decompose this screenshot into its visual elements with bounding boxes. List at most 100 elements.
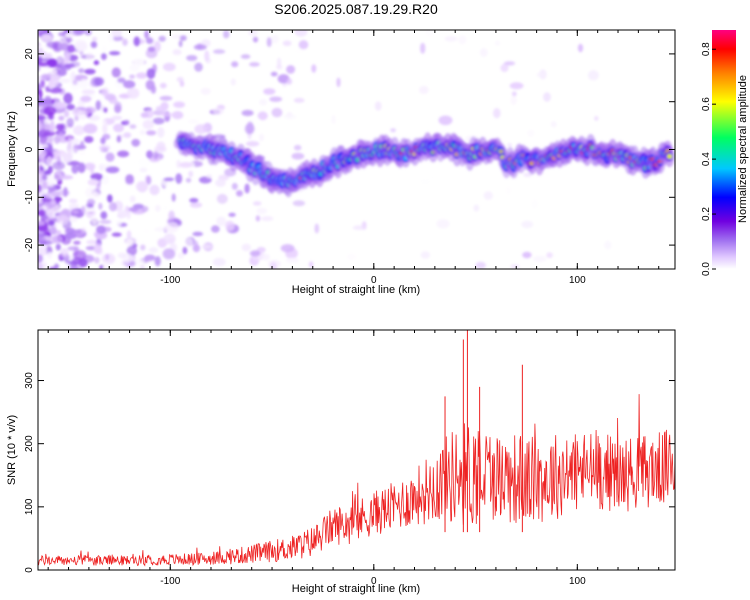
snr-y-tick-label: 0: [24, 567, 35, 573]
heatmap-noise-cell: [72, 79, 78, 85]
heatmap-noise-cell: [248, 30, 258, 36]
heatmap-noise-cell: [111, 115, 123, 121]
heatmap-noise-cell: [38, 148, 47, 159]
heatmap-noise-cell: [188, 170, 194, 178]
heatmap-noise-cell: [271, 107, 283, 118]
heatmap-noise-cell: [113, 123, 125, 133]
heatmap-noise-cell: [47, 165, 53, 174]
heatmap-noise-cell: [40, 33, 53, 42]
heatmap-noise-cell: [218, 174, 230, 181]
heatmap-noise-cell: [80, 95, 92, 103]
snr-series: [38, 330, 675, 567]
spectrogram-x-tick-label: -100: [160, 275, 180, 286]
heatmap-noise-cell: [108, 51, 121, 56]
heatmap-noise-cell: [46, 58, 58, 67]
heatmap-noise-cell: [40, 73, 51, 80]
heatmap-noise-cell: [147, 46, 156, 52]
ridge-core-cell: [667, 154, 672, 159]
heatmap-noise-cell: [185, 237, 194, 248]
heatmap-noise-cell: [223, 30, 230, 39]
snr-x-tick-label: 100: [569, 576, 586, 587]
heatmap-noise-cell: [108, 96, 118, 104]
heatmap-noise-cell: [256, 207, 268, 215]
heatmap-noise-cell: [182, 246, 188, 255]
heatmap-noise-cell: [48, 79, 54, 90]
heatmap-noise-cell: [111, 232, 122, 237]
heatmap-noise-cell: [152, 117, 165, 125]
heatmap-noise-cell: [159, 95, 173, 101]
heatmap-noise-cell: [38, 254, 43, 263]
heatmap-noise-cell: [163, 233, 176, 245]
heatmap-noise-cell: [212, 107, 224, 116]
heatmap-noise-cell: [245, 141, 260, 147]
heatmap-noise-cell: [102, 265, 108, 269]
heatmap-noise-cell: [117, 150, 130, 158]
heatmap-noise-cell: [500, 63, 509, 73]
heatmap-noise-cell: [55, 56, 65, 67]
heatmap-noise-cell: [293, 97, 305, 103]
heatmap-noise-cell: [105, 166, 120, 174]
heatmap-noise-cell: [494, 40, 501, 46]
heatmap-noise-cell: [78, 149, 86, 156]
heatmap-noise-cell: [101, 52, 107, 61]
heatmap-noise-cell: [476, 227, 487, 234]
heatmap-noise-cell: [152, 151, 159, 160]
heatmap-noise-cell: [60, 248, 69, 258]
heatmap-noise-cell: [100, 211, 108, 220]
heatmap-noise-cell: [55, 243, 61, 251]
heatmap-noise-cell: [177, 252, 185, 259]
heatmap-noise-cell: [81, 89, 96, 95]
heatmap-noise-cell: [550, 121, 557, 128]
heatmap-noise-cell: [142, 227, 150, 235]
heatmap-noise-cell: [83, 106, 96, 114]
snr-line: [38, 394, 675, 567]
heatmap-noise-cell: [532, 255, 547, 262]
heatmap-noise-cell: [78, 68, 85, 74]
spectrogram-y-tick-label: -20: [24, 237, 35, 252]
heatmap-noise-cell: [66, 160, 80, 166]
heatmap-noise-cell: [38, 44, 49, 53]
heatmap-noise-cell: [105, 152, 115, 162]
heatmap-noise-cell: [374, 101, 382, 111]
chart-title: S206.2025.087.19.29.R20: [274, 1, 438, 17]
heatmap-noise-cell: [230, 78, 236, 86]
heatmap-noise-cell: [179, 35, 187, 41]
heatmap-noise-cell: [129, 74, 136, 79]
heatmap-noise-cell: [594, 116, 599, 121]
heatmap-noise-cell: [125, 177, 135, 185]
spectrogram-x-tick-label: 100: [569, 275, 586, 286]
heatmap-noise-cell: [280, 244, 295, 253]
heatmap-noise-cell: [72, 30, 82, 36]
heatmap-noise-cell: [420, 251, 431, 259]
heatmap-noise-cell: [536, 72, 547, 78]
heatmap-noise-cell: [127, 87, 140, 99]
heatmap-noise-cell: [74, 39, 87, 51]
heatmap-noise-cell: [194, 62, 203, 72]
heatmap-noise-cell: [91, 192, 100, 200]
heatmap-noise-cell: [136, 72, 148, 79]
heatmap-noise-cell: [193, 44, 207, 51]
spectrogram-x-tick-label: 0: [371, 275, 377, 286]
heatmap-noise-cell: [48, 220, 55, 226]
heatmap-noise-cell: [139, 264, 145, 269]
heatmap-noise-cell: [522, 251, 532, 259]
heatmap-noise-cell: [270, 262, 277, 269]
heatmap-noise-cell: [107, 194, 113, 203]
heatmap-noise-cell: [81, 205, 86, 214]
colorbar: 0.0 0.2 0.4 0.6 0.8 Normalized spectral ampl…: [701, 30, 749, 276]
heatmap-noise-cell: [117, 209, 128, 219]
heatmap-noise-cell: [179, 162, 193, 168]
heatmap-noise-cell: [46, 156, 53, 166]
heatmap-noise-cell: [240, 54, 251, 59]
heatmap-noise-cell: [185, 177, 192, 183]
heatmap-noise-cell: [425, 30, 435, 37]
spectrogram-y-tick-label: -10: [24, 190, 35, 205]
heatmap-noise-cell: [122, 80, 136, 89]
heatmap-noise-cell: [111, 30, 123, 37]
heatmap-noise-cell: [505, 186, 512, 195]
heatmap-noise-cell: [194, 124, 208, 134]
heatmap-noise-cell: [44, 95, 52, 106]
heatmap-noise-cell: [204, 50, 210, 62]
heatmap-noise-cell: [85, 202, 94, 209]
